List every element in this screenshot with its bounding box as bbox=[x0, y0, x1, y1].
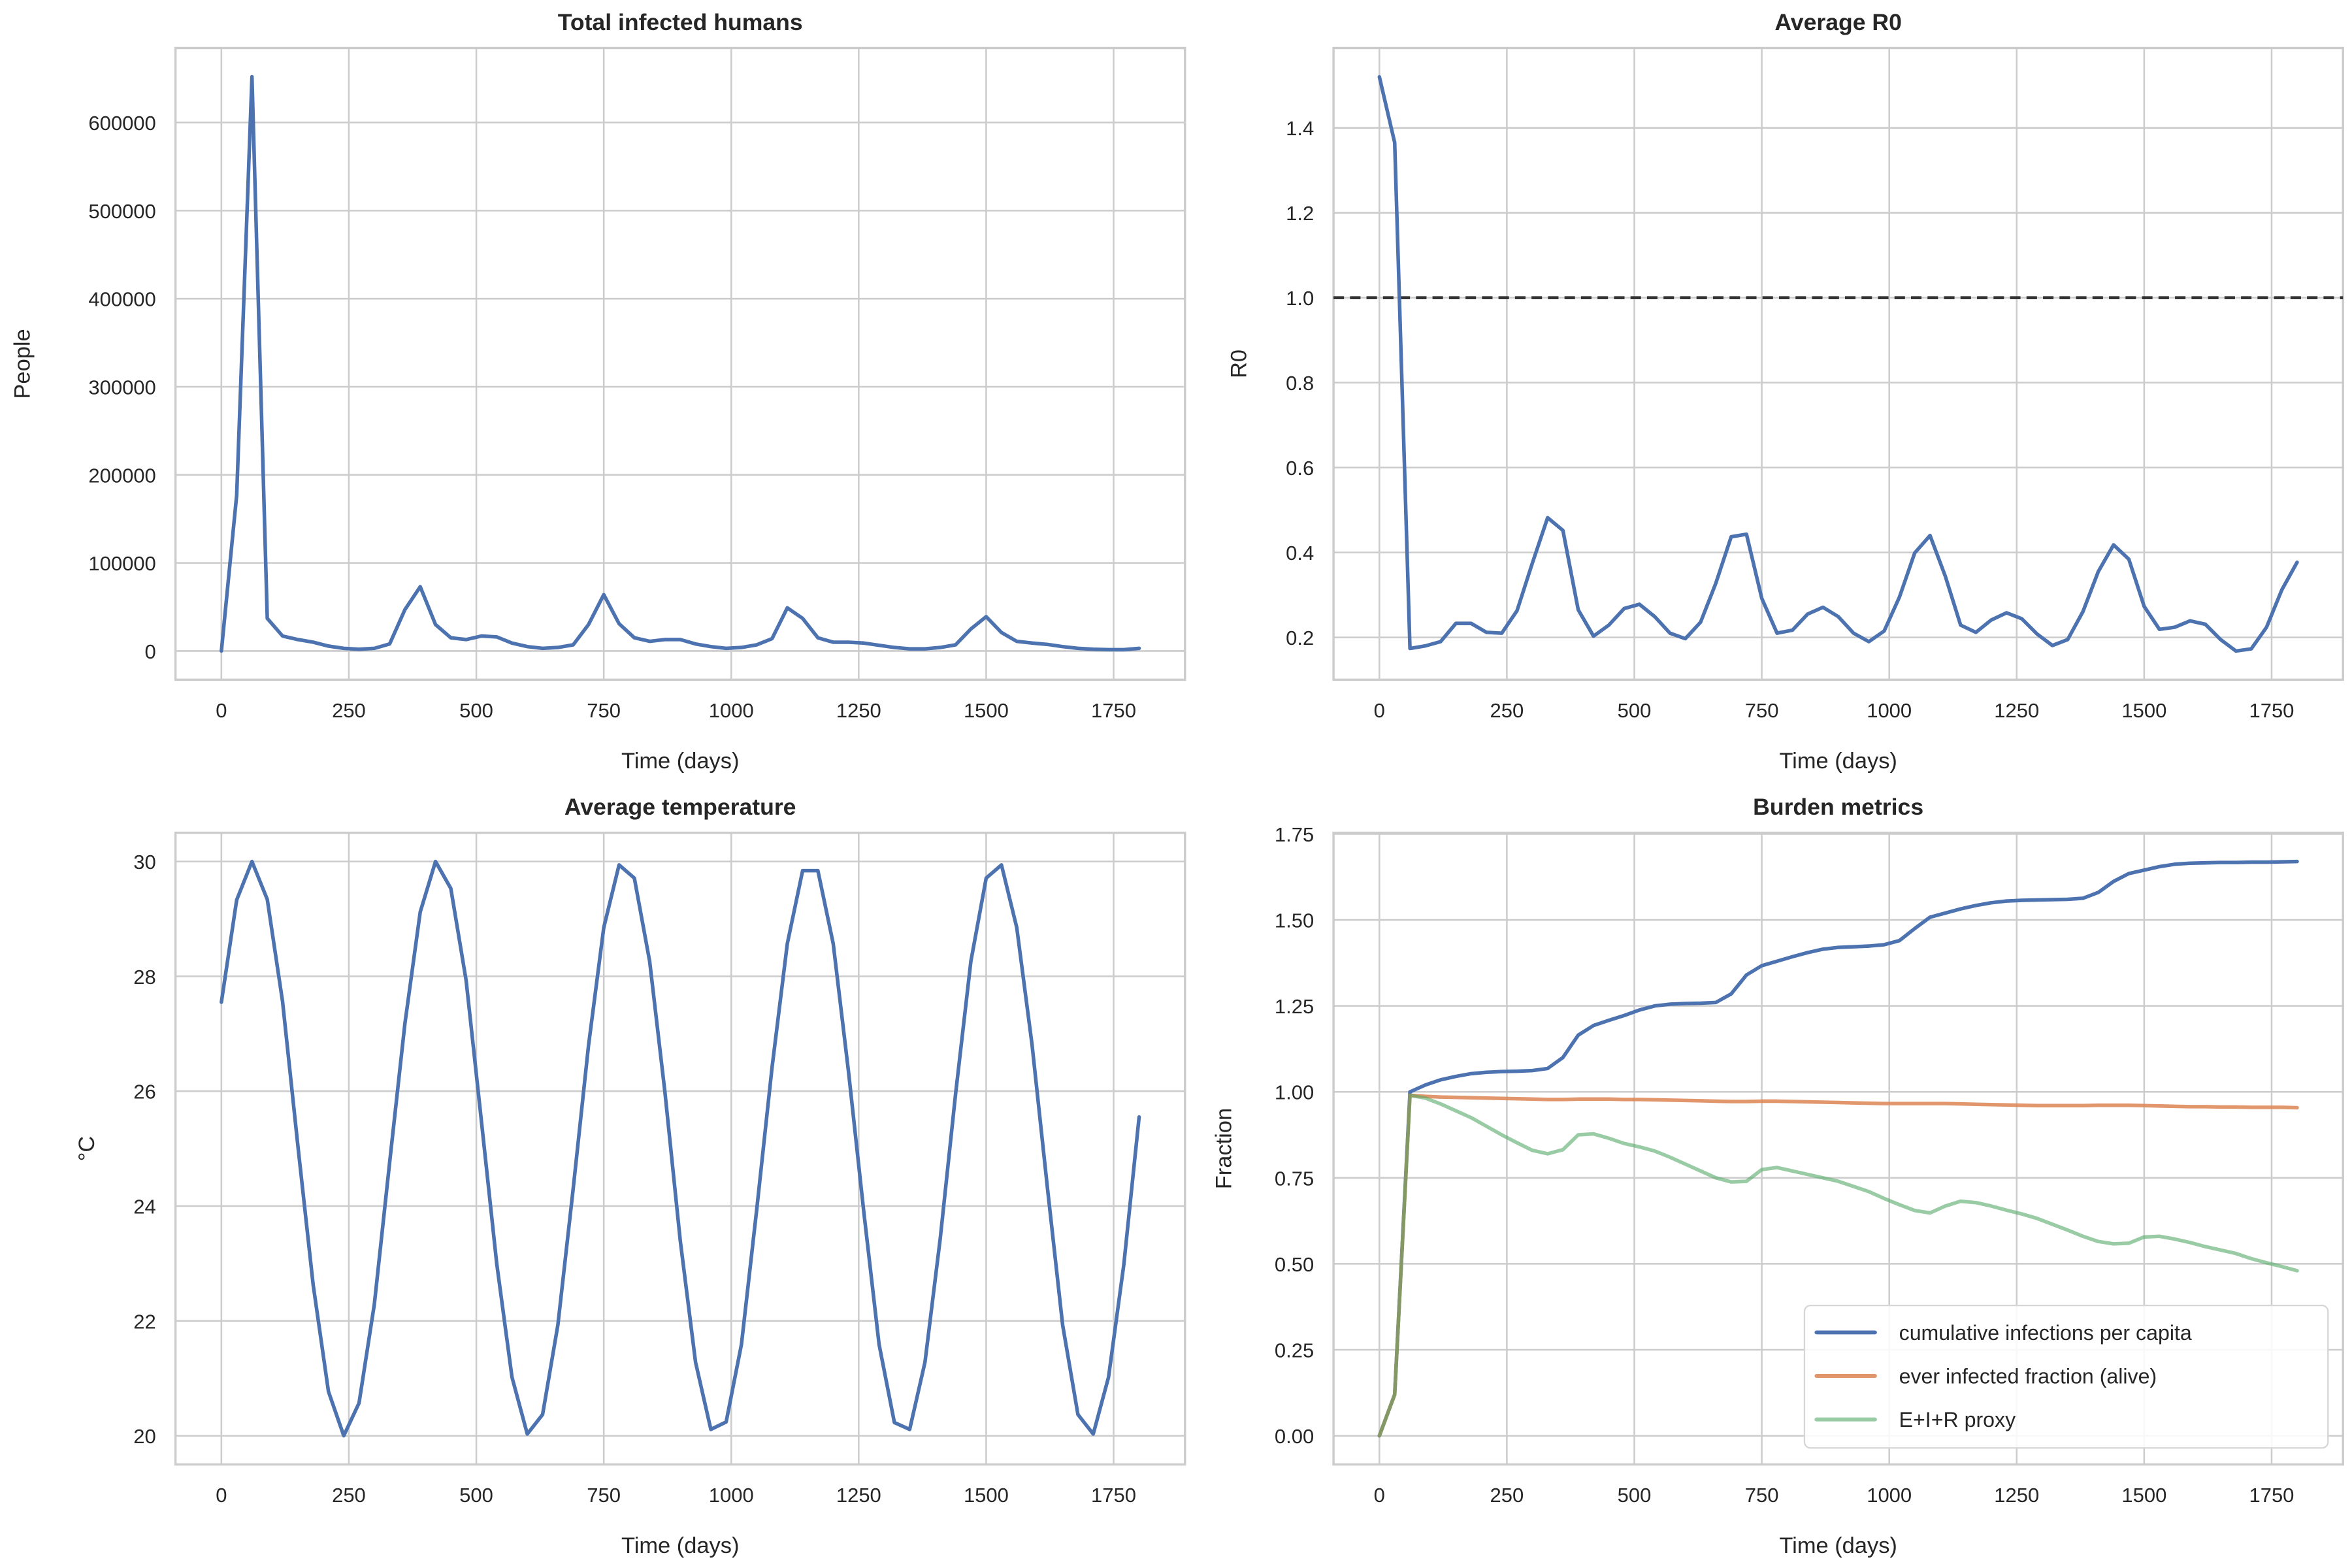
y-tick-label: 26 bbox=[133, 1081, 155, 1103]
y-tick-label: 0.4 bbox=[1286, 542, 1314, 564]
y-tick-label: 500000 bbox=[88, 200, 155, 223]
chart-title: Burden metrics bbox=[1753, 794, 1923, 820]
y-tick-label: 600000 bbox=[88, 112, 155, 135]
x-tick-label: 500 bbox=[1618, 1484, 1652, 1507]
y-tick-label: 1.75 bbox=[1275, 823, 1314, 846]
y-tick-label: 1.00 bbox=[1275, 1081, 1314, 1104]
y-tick-label: 0.00 bbox=[1275, 1425, 1314, 1448]
y-tick-label: 1.0 bbox=[1286, 287, 1314, 310]
y-tick-label: 100000 bbox=[88, 552, 155, 575]
x-tick-label: 500 bbox=[459, 699, 493, 722]
x-tick-label: 1500 bbox=[2121, 699, 2166, 722]
series-line-0 bbox=[220, 859, 1141, 1438]
x-axis-label: Time (days) bbox=[1779, 749, 1897, 774]
x-tick-label: 1000 bbox=[1867, 1484, 1912, 1507]
y-axis-label: People bbox=[10, 329, 35, 399]
legend-box bbox=[1803, 1304, 2329, 1449]
y-axis-label: °C bbox=[74, 1136, 99, 1162]
y-tick-label: 24 bbox=[133, 1195, 155, 1218]
burden-chart: 0 250 500 750 1000 1250 1500 1750 0.00 0.25 0.50 0.… bbox=[1211, 794, 2344, 1558]
x-tick-label: 1750 bbox=[1091, 1484, 1136, 1507]
r0-chart: 0 250 500 750 1000 1250 1500 1750 0.2 0.4 0.6 0.8 1.… bbox=[1226, 9, 2344, 774]
y-tick-label: 0 bbox=[145, 640, 156, 663]
x-tick-label: 1750 bbox=[1091, 699, 1136, 722]
x-axis-label: Time (days) bbox=[621, 1533, 739, 1558]
y-tick-label: 0.8 bbox=[1286, 372, 1314, 395]
x-tick-label: 1500 bbox=[964, 699, 1009, 722]
y-tick-label: 200000 bbox=[88, 464, 155, 487]
y-tick-label: 0.6 bbox=[1286, 457, 1314, 480]
x-tick-label: 750 bbox=[1745, 699, 1779, 722]
legend-label: ever infected fraction (alive) bbox=[1899, 1365, 2157, 1388]
series-line-1 bbox=[1377, 1093, 2299, 1438]
y-tick-label: 28 bbox=[133, 966, 155, 988]
y-tick-label: 1.25 bbox=[1275, 995, 1314, 1018]
chart-title: Average R0 bbox=[1774, 9, 1901, 35]
x-tick-label: 250 bbox=[1490, 699, 1524, 722]
x-tick-label: 0 bbox=[1374, 699, 1385, 722]
x-tick-label: 0 bbox=[216, 699, 227, 722]
x-tick-label: 250 bbox=[1490, 1484, 1524, 1507]
x-tick-label: 1000 bbox=[1867, 699, 1912, 722]
x-tick-label: 1000 bbox=[709, 1484, 754, 1507]
series-line-0 bbox=[220, 74, 1141, 653]
x-tick-label: 1750 bbox=[2249, 699, 2295, 722]
series-line-2 bbox=[1377, 1093, 2299, 1438]
x-axis-label: Time (days) bbox=[621, 749, 739, 774]
x-axis-label: Time (days) bbox=[1779, 1533, 1897, 1558]
y-axis-label: R0 bbox=[1226, 350, 1251, 378]
x-tick-label: 500 bbox=[459, 1484, 493, 1507]
x-tick-label: 1250 bbox=[836, 699, 881, 722]
chart-title: Average temperature bbox=[564, 794, 796, 820]
legend: cumulative infections per capita ever inf… bbox=[1803, 1304, 2329, 1449]
y-tick-label: 0.75 bbox=[1275, 1167, 1314, 1190]
x-tick-label: 750 bbox=[587, 699, 621, 722]
y-tick-label: 0.50 bbox=[1275, 1253, 1314, 1276]
axes-frame bbox=[174, 831, 1186, 1466]
y-tick-label: 0.25 bbox=[1275, 1339, 1314, 1362]
x-tick-label: 1000 bbox=[709, 699, 754, 722]
series-line-0 bbox=[1377, 74, 2299, 653]
y-tick-label: 22 bbox=[133, 1310, 155, 1333]
axes-frame bbox=[1332, 831, 2344, 1466]
x-tick-label: 250 bbox=[332, 1484, 366, 1507]
x-tick-label: 0 bbox=[1374, 1484, 1385, 1507]
y-tick-label: 1.50 bbox=[1275, 909, 1314, 932]
temperature-chart: 0 250 500 750 1000 1250 1500 1750 20 22 24 26 28 30 Av… bbox=[74, 794, 1186, 1558]
y-tick-label: 30 bbox=[133, 851, 155, 874]
x-tick-label: 750 bbox=[1745, 1484, 1779, 1507]
series-line-0 bbox=[1377, 859, 2299, 1438]
legend-label: cumulative infections per capita bbox=[1899, 1321, 2192, 1345]
x-tick-label: 1500 bbox=[964, 1484, 1009, 1507]
x-tick-label: 1250 bbox=[1994, 699, 2039, 722]
chart-title: Total infected humans bbox=[558, 9, 803, 35]
y-tick-label: 20 bbox=[133, 1425, 155, 1448]
axes-frame bbox=[1332, 46, 2344, 681]
x-tick-label: 750 bbox=[587, 1484, 621, 1507]
x-tick-label: 1750 bbox=[2249, 1484, 2295, 1507]
x-tick-label: 1500 bbox=[2121, 1484, 2166, 1507]
infected-chart: 0 250 500 750 1000 1250 1500 1750 0 100000 200000 3… bbox=[10, 9, 1186, 774]
axes-frame bbox=[174, 46, 1186, 681]
x-tick-label: 500 bbox=[1618, 699, 1652, 722]
legend-label: E+I+R proxy bbox=[1899, 1408, 2016, 1431]
x-tick-label: 1250 bbox=[836, 1484, 881, 1507]
x-tick-label: 1250 bbox=[1994, 1484, 2039, 1507]
y-axis-label: Fraction bbox=[1211, 1108, 1236, 1189]
y-tick-label: 400000 bbox=[88, 288, 155, 311]
y-tick-label: 1.4 bbox=[1286, 117, 1314, 140]
y-tick-label: 300000 bbox=[88, 376, 155, 399]
y-tick-label: 0.2 bbox=[1286, 627, 1314, 649]
y-tick-label: 1.2 bbox=[1286, 202, 1314, 225]
x-tick-label: 0 bbox=[216, 1484, 227, 1507]
x-tick-label: 250 bbox=[332, 699, 366, 722]
